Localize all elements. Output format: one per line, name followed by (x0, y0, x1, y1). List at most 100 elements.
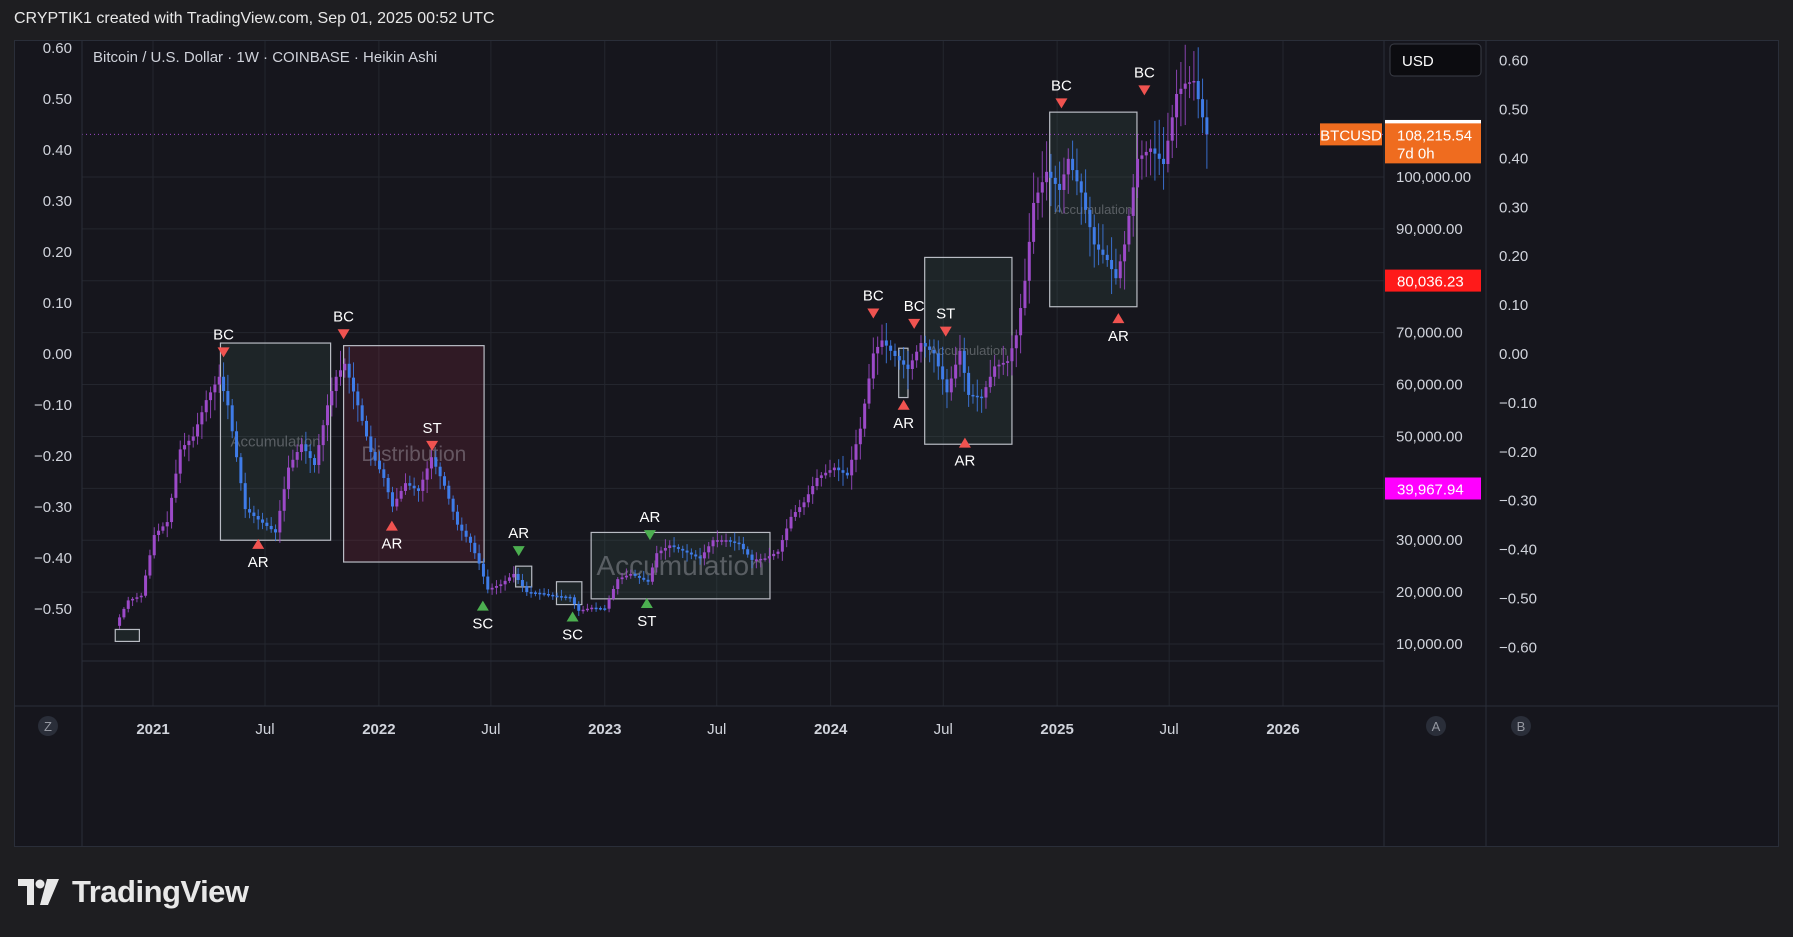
candle-body (1123, 244, 1127, 262)
left-axis-tick: 0.60 (43, 41, 72, 57)
auto-scale-button-label: A (1432, 719, 1441, 734)
chart-background (15, 41, 1778, 846)
candle-body (663, 548, 667, 551)
candle-body (724, 540, 728, 542)
currency-button[interactable]: USD (1389, 43, 1482, 77)
zone-box-accumulation[interactable] (515, 565, 533, 588)
candle-body (451, 498, 455, 512)
candle-body (533, 592, 537, 594)
candle-body (477, 553, 481, 564)
candle-body (144, 575, 148, 596)
mid-price-badge: 80,036.23 (1385, 269, 1481, 292)
marker-triangle-st (640, 597, 653, 608)
candle-body (845, 472, 849, 476)
candle-body (572, 597, 576, 605)
zone-box-accumulation[interactable] (219, 342, 332, 541)
auto-scale-button[interactable]: A (1426, 716, 1446, 736)
candle-body (1040, 182, 1044, 193)
candle-body (1118, 261, 1122, 279)
zone-box-accumulation[interactable] (114, 628, 140, 643)
candle-body (1036, 192, 1040, 203)
marker-triangle-bc (867, 308, 880, 319)
marker-label-ar: AR (1108, 328, 1129, 345)
scale-b-button[interactable]: B (1511, 716, 1531, 736)
chart-svg[interactable]: Accumulation Distribution Accumulation Accu… (15, 41, 1778, 846)
marker-triangle-ar (512, 546, 525, 557)
candle-body (941, 366, 945, 380)
candle-body (858, 428, 862, 445)
candle-body (659, 550, 663, 554)
candle-body (767, 556, 771, 559)
candle-body (516, 573, 520, 581)
candle-body (1097, 244, 1101, 250)
candle-body (494, 586, 498, 588)
left-axis-tick: 0.30 (43, 193, 72, 210)
candle-body (165, 522, 169, 527)
marker-triangle-ar (385, 520, 398, 531)
candle-body (200, 412, 204, 425)
candle-body (629, 573, 633, 576)
candle-body (1157, 153, 1161, 159)
marker-label-ar: AR (381, 536, 402, 553)
candle-body (1162, 158, 1166, 165)
zone-box-accumulation[interactable] (555, 581, 583, 606)
candle-body (1149, 148, 1153, 152)
candle-body (317, 445, 321, 465)
candle-body (252, 512, 256, 517)
tradingview-logo[interactable]: TradingView (18, 874, 249, 910)
zone-box-accumulation[interactable] (924, 256, 1013, 445)
marker-label-bc: BC (904, 298, 925, 315)
candle-body (403, 483, 407, 491)
candle-body (802, 502, 806, 508)
marker-label-ar: AR (248, 554, 269, 571)
candle-body (637, 575, 641, 578)
candle-body (538, 592, 542, 595)
candle-body (746, 549, 750, 555)
candle-body (373, 452, 377, 461)
candle-body (598, 608, 602, 610)
right-axis-tick: −0.30 (1499, 493, 1537, 510)
candle-body (213, 384, 217, 393)
marker-triangle-bc (1055, 98, 1068, 109)
candle-body (780, 540, 784, 552)
marker-label-sc: SC (562, 626, 583, 643)
candle-body (1131, 187, 1135, 216)
candle-body (728, 540, 732, 542)
candle-body (161, 526, 165, 531)
candle-body (568, 596, 572, 599)
chart-panel[interactable]: Accumulation Distribution Accumulation Accu… (14, 40, 1779, 847)
x-axis-tick: Jul (255, 721, 274, 738)
candle-body (672, 545, 676, 548)
candle-body (876, 346, 880, 354)
marker-triangle-sc (566, 611, 579, 622)
candle-body (1088, 209, 1092, 228)
candle-body (793, 512, 797, 517)
left-axis-tick: 0.00 (43, 346, 72, 363)
marker-triangle-st (939, 326, 952, 337)
candle-body (139, 595, 143, 598)
candle-body (1179, 88, 1183, 94)
x-axis-tick: Jul (707, 721, 726, 738)
x-axis-tick: 2026 (1266, 721, 1299, 738)
candle-body (204, 400, 208, 413)
candle-body (481, 563, 485, 577)
zoom-reset-button[interactable]: Z (38, 716, 58, 736)
candle-body (1084, 192, 1088, 210)
candle-body (326, 405, 330, 426)
marker-triangle-ar (643, 530, 656, 541)
candle-body (274, 529, 278, 533)
marker-triangle-ar (958, 437, 971, 448)
x-axis-tick: 2021 (136, 721, 169, 738)
marker-triangle-bc (217, 347, 230, 358)
left-axis-tick: 0.10 (43, 295, 72, 312)
candle-body (646, 579, 650, 582)
left-axis-tick: −0.40 (34, 550, 72, 567)
candle-body (962, 350, 966, 373)
candle-body (1014, 335, 1018, 349)
candle-body (230, 405, 234, 432)
candle-body (720, 540, 724, 542)
candle-body (975, 395, 979, 398)
candle-body (620, 577, 624, 580)
candle-body (945, 379, 949, 393)
last-price-value: 108,215.54 (1397, 127, 1472, 144)
